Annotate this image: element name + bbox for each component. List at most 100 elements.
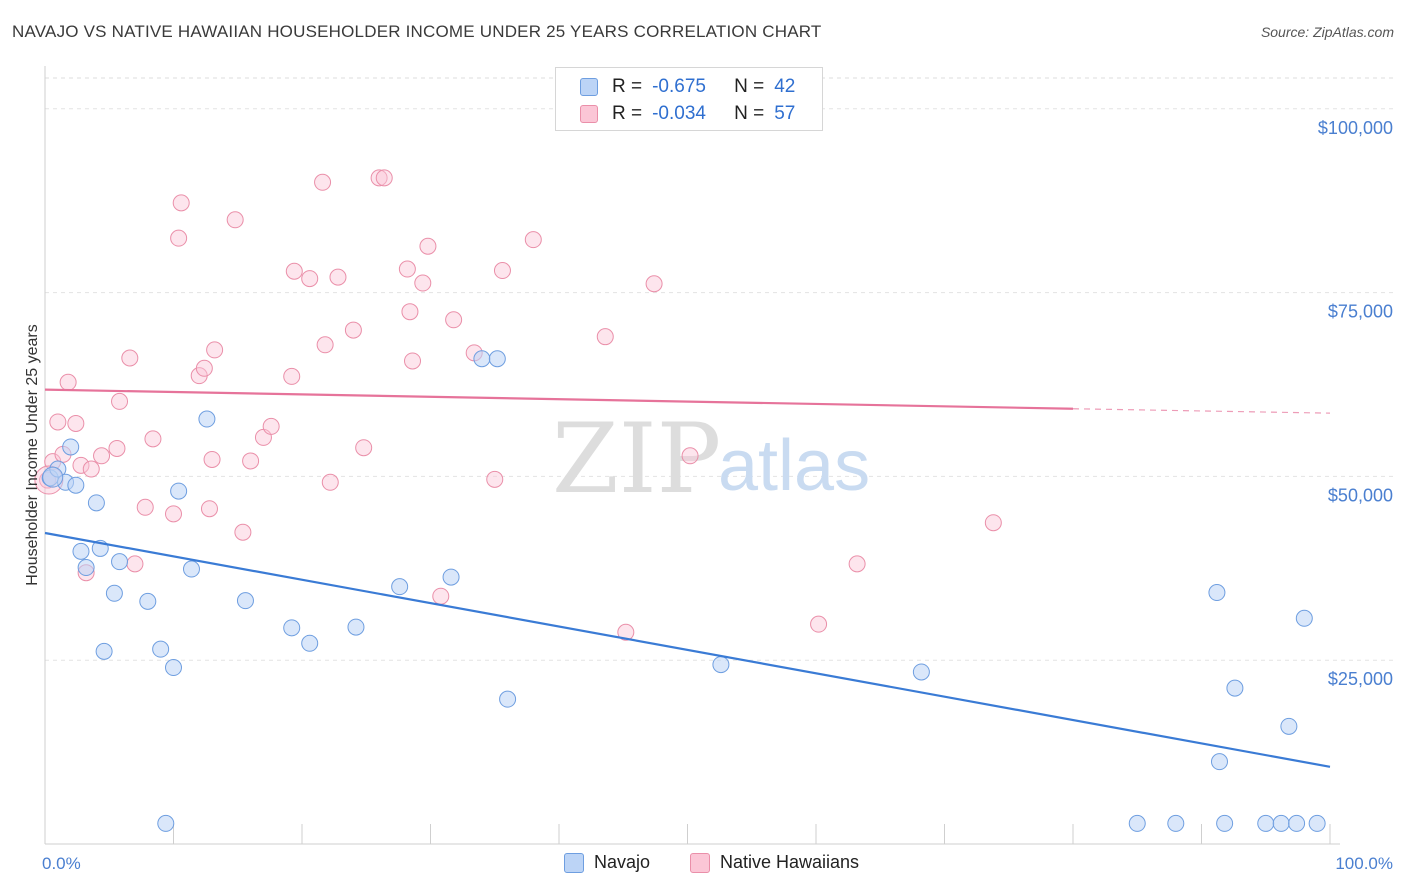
x-tick-label: 100.0% — [1335, 854, 1393, 873]
hawaiian-point — [226, 211, 244, 229]
hawaiian-point — [445, 311, 463, 329]
navajo-point — [1257, 814, 1275, 832]
hawaiian-point — [493, 262, 511, 280]
hawaiian-point — [82, 460, 100, 478]
legend-row-navajo: R = -0.675 N = 42 — [580, 74, 795, 100]
legend-r-label: R = — [612, 76, 643, 97]
hawaiian-point — [203, 450, 221, 468]
legend-r-value: -0.034 — [652, 103, 706, 124]
navajo-point-cluster — [42, 466, 64, 488]
hawaiian-point — [93, 447, 111, 465]
hawaiian-point — [321, 473, 339, 491]
hawaiian-point — [262, 417, 280, 435]
navajo-point — [488, 350, 506, 368]
navajo-point — [111, 553, 129, 571]
hawaiian-point — [200, 500, 218, 518]
hawaiian-trendline-extension — [1072, 408, 1331, 414]
hawaiian-point — [486, 470, 504, 488]
legend-label-navajo: Navajo — [594, 852, 651, 872]
navajo-point — [347, 618, 365, 636]
y-tick-label: $75,000 — [1328, 302, 1393, 322]
trendlines — [44, 388, 1331, 768]
hawaiian-point — [172, 194, 190, 212]
y-tick-labels: $25,000 $50,000 $75,000 $100,000 — [1318, 118, 1393, 689]
navajo-point — [77, 559, 95, 577]
hawaiian-point — [316, 336, 334, 354]
navajo-point — [1210, 753, 1228, 771]
hawaiian-point — [375, 169, 393, 187]
series-navajo — [41, 350, 1326, 832]
hawaiian-point — [404, 352, 422, 370]
navajo-point — [1280, 717, 1298, 735]
navajo-point — [301, 634, 319, 652]
hawaiian-point — [344, 321, 362, 339]
navajo-point — [499, 690, 517, 708]
hawaiian-trendline — [44, 388, 1074, 410]
stats-legend: R = -0.675 N = 42 R = -0.034 N = 57 — [555, 67, 823, 131]
hawaiian-point — [234, 523, 252, 541]
hawaiian-point — [301, 270, 319, 288]
watermark-zip: ZIP — [552, 403, 721, 515]
hawaiian-point — [617, 623, 635, 641]
legend-r-value: -0.675 — [652, 76, 706, 97]
navajo-point — [95, 642, 113, 660]
y-axis-label: Householder Income Under 25 years — [24, 324, 41, 585]
navajo-point — [105, 584, 123, 602]
hawaiian-point — [681, 447, 699, 465]
x-tick-label: 0.0% — [42, 854, 81, 873]
navajo-point — [1308, 814, 1326, 832]
watermark-atlas: atlas — [718, 426, 870, 506]
navajo-point — [170, 482, 188, 500]
legend-item-navajo: Navajo — [564, 852, 650, 873]
hawaiian-point — [398, 260, 416, 278]
navajo-point — [152, 640, 170, 658]
navajo-point — [912, 663, 930, 681]
legend-n-label: N = — [734, 103, 765, 124]
hawaiian-point — [121, 349, 139, 367]
hawaiian-point — [170, 229, 188, 247]
hawaiian-point — [419, 237, 437, 255]
x-tick-labels: 0.0% 100.0% — [42, 854, 1393, 873]
series-legend: Navajo Native Hawaiians — [0, 852, 1406, 878]
source-label: Source: ZipAtlas.com — [1260, 24, 1394, 40]
y-tick-label: $50,000 — [1328, 485, 1393, 505]
watermark: ZIP atlas — [552, 403, 870, 515]
navajo-trendline — [44, 531, 1331, 768]
navajo-point — [165, 659, 182, 677]
hawaiian-point — [524, 231, 542, 249]
navajo-point — [442, 568, 460, 586]
series-native-hawaiians — [34, 169, 1002, 641]
hawaiian-point — [283, 367, 301, 385]
navajo-point — [1288, 814, 1306, 832]
legend-item-hawaiian: Native Hawaiians — [690, 852, 859, 873]
hawaiian-point — [126, 555, 144, 573]
hawaiian-point — [165, 505, 182, 523]
hawaiian-point — [206, 341, 224, 359]
navajo-point — [72, 542, 90, 560]
legend-n-value: 42 — [774, 76, 796, 97]
navajo-point — [473, 350, 491, 368]
navajo-point — [198, 410, 216, 428]
legend-n-value: 57 — [774, 103, 796, 124]
legend-swatch-navajo — [564, 852, 584, 873]
legend-swatch-hawaiian — [690, 852, 710, 873]
hawaiian-point — [414, 274, 432, 292]
hawaiian-point — [432, 587, 450, 605]
legend-swatch-navajo — [580, 78, 598, 96]
hawaiian-point — [401, 303, 419, 321]
navajo-point — [712, 656, 730, 674]
navajo-point — [1295, 609, 1313, 627]
navajo-point — [139, 592, 157, 610]
hawaiian-point — [329, 268, 347, 286]
hawaiian-point — [355, 439, 373, 457]
gridlines — [45, 77, 1395, 661]
navajo-point — [1216, 814, 1234, 832]
hawaiian-point — [810, 615, 828, 633]
hawaiian-point — [596, 328, 614, 346]
hawaiian-point — [108, 439, 126, 457]
navajo-point — [62, 438, 80, 456]
hawaiian-point — [111, 392, 129, 410]
legend-n-label: N = — [734, 76, 765, 97]
navajo-point — [391, 578, 409, 596]
